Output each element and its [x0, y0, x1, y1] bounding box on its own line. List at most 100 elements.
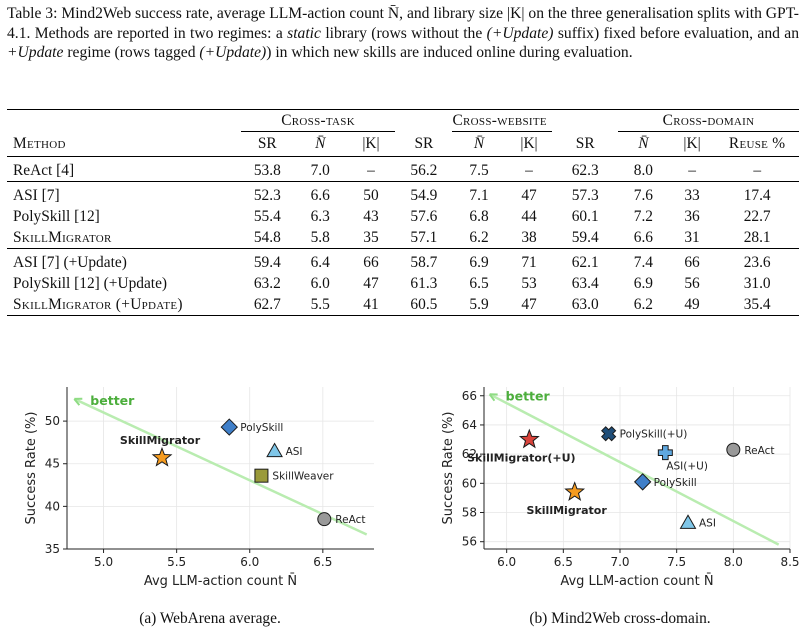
scatter-chart-webarena: 5.0 5.5 6.0 6.5 7.0 35 40 45 50 Avg LLM-action co…: [24, 387, 405, 589]
better-label: better: [90, 393, 135, 408]
point-marker: [657, 445, 673, 461]
value-cell: 54.9: [395, 181, 453, 206]
value-cell: 6.8: [469, 207, 489, 225]
method-cell: ReAct [4]: [7, 156, 241, 182]
value-cell: –: [668, 156, 716, 182]
table-row: PolySkill [12] 55.4 6.3 43 57.6 6.8 44 60.1 7.2 3…: [7, 206, 799, 227]
value-cell: 66: [668, 248, 716, 273]
value-cell: 47: [505, 294, 553, 316]
value-cell: 28.1: [743, 228, 771, 246]
x-tick-label: 5.5: [167, 555, 186, 569]
value-cell: 17.4: [715, 181, 799, 206]
value-cell: 62.3: [552, 156, 618, 182]
value-cell: –: [346, 156, 396, 182]
point-marker: [679, 514, 697, 529]
point-label: ASI: [286, 446, 303, 458]
value-cell: 36: [684, 207, 700, 225]
value-cell: 8.0: [618, 156, 669, 182]
value-cell: 52.3: [240, 181, 294, 206]
scatter-chart-mind2web: 6.0 6.5 7.0 7.5 8.0 8.5 56 58 60 62 64 66 Avg LLM-ac…: [441, 387, 800, 589]
better-arrow: [73, 397, 368, 536]
value-cell: 53.8: [240, 156, 294, 182]
table-row: PolySkill [12] (+Update) 63.2 6.0 47 61.3 6.5…: [7, 273, 799, 294]
y-axis-label: Success Rate (%): [24, 412, 39, 525]
better-arrow-head: [488, 393, 498, 402]
point-marker: [317, 512, 332, 527]
figure-webarena: 5.0 5.5 6.0 6.5 7.0 35 40 45 50 Avg LLM-action co…: [22, 385, 405, 590]
column-header: SR: [414, 134, 434, 152]
value-cell: 66: [346, 248, 396, 273]
x-tick-label: 6.0: [240, 555, 259, 569]
subcaption-b: (b) Mind2Web cross-domain.: [529, 610, 711, 627]
value-cell: 6.9: [452, 248, 506, 273]
method-cell: PolySkill [12]: [13, 207, 100, 225]
value-cell: 59.4: [571, 228, 599, 246]
column-header: Reuse %: [728, 135, 786, 152]
point-marker: [151, 446, 173, 467]
y-tick-label: 50: [45, 414, 60, 428]
corner-cell: [7, 109, 241, 132]
value-cell: 53: [521, 274, 537, 292]
group-header: Cross-task: [240, 109, 396, 132]
point-marker: [220, 418, 238, 436]
value-cell: 60.1: [571, 207, 599, 225]
value-cell: 41: [346, 294, 396, 316]
point-marker: [564, 481, 586, 501]
method-cell: SkillMigrator (+Update): [7, 294, 241, 316]
value-cell: 60.5: [395, 294, 453, 316]
table-row: ASI [7] 52.3 6.6 50 54.9 7.1 47 57.3 7.6 33 17.4: [7, 181, 799, 206]
value-cell: 54.8: [253, 228, 281, 246]
table-row: ASI [7] (+Update) 59.4 6.4 66 58.7 6.9 71 62.1 7…: [7, 248, 799, 273]
value-cell: 22.7: [743, 207, 771, 225]
column-header: SR: [575, 134, 595, 152]
column-header: |K|: [520, 135, 538, 152]
column-header: N̄: [473, 135, 485, 152]
value-cell: 6.9: [633, 274, 654, 292]
value-cell: 57.6: [410, 207, 438, 225]
value-cell: –: [715, 156, 799, 182]
column-header: SR: [257, 135, 277, 152]
value-cell: 6.6: [633, 228, 654, 246]
table-row: ReAct [4] 53.8 7.0–56.2 7.5–62.3 8.0– –: [7, 156, 799, 182]
group-header: Cross-website: [452, 109, 553, 132]
value-cell: 55.4: [253, 207, 281, 225]
group-header: Cross-domain: [618, 109, 799, 132]
value-cell: 6.4: [293, 248, 347, 273]
better-arrow: [489, 393, 780, 546]
value-cell: 62.7: [240, 294, 294, 316]
value-cell: 63.2: [253, 274, 281, 292]
value-cell: 44: [521, 207, 537, 225]
value-cell: 62.1: [552, 248, 618, 273]
value-cell: 6.2: [618, 294, 669, 316]
method-cell: PolySkill [12] (+Update): [13, 274, 168, 292]
table-caption: Table 3: Mind2Web success rate, average …: [7, 5, 800, 62]
table-row: SkillMigrator 54.8 5.8 35 57.1 6.2 38 59.4 6.6 31…: [7, 227, 799, 249]
value-cell: 5.8: [310, 228, 330, 246]
x-tick-label: 6.0: [497, 555, 516, 569]
results-table: Cross-task Cross-website Cross-domain Me…: [7, 109, 799, 316]
point-marker: [633, 473, 652, 491]
point-label: ReAct: [744, 445, 774, 457]
point-label: SkillWeaver: [272, 471, 334, 483]
method-cell: SkillMigrator: [13, 228, 112, 246]
x-axis-label: Avg LLM-action count N̄: [144, 574, 297, 589]
column-header: N̄: [638, 135, 649, 152]
value-cell: 56.2: [395, 156, 453, 182]
better-arrow-head: [73, 397, 83, 406]
x-tick-label: 8.0: [724, 555, 743, 569]
point-label: SkillMigrator: [527, 504, 608, 517]
x-tick-label: 7.5: [667, 555, 686, 569]
value-cell: 7.1: [452, 181, 506, 206]
value-cell: 33: [668, 181, 716, 206]
value-cell: 43: [363, 207, 379, 225]
method-cell: ASI [7]: [7, 181, 241, 206]
value-cell: 5.9: [452, 294, 506, 316]
y-tick-label: 45: [45, 457, 60, 471]
column-header: |K|: [362, 135, 380, 152]
value-cell: 31.0: [743, 274, 771, 292]
point-marker: [266, 442, 283, 458]
value-cell: 7.5: [452, 156, 506, 182]
point-marker: [726, 442, 741, 457]
method-cell: ASI [7] (+Update): [7, 248, 241, 273]
table-row: SkillMigrator (+Update) 62.7 5.5 41 60.5 5.9 4…: [7, 294, 799, 316]
